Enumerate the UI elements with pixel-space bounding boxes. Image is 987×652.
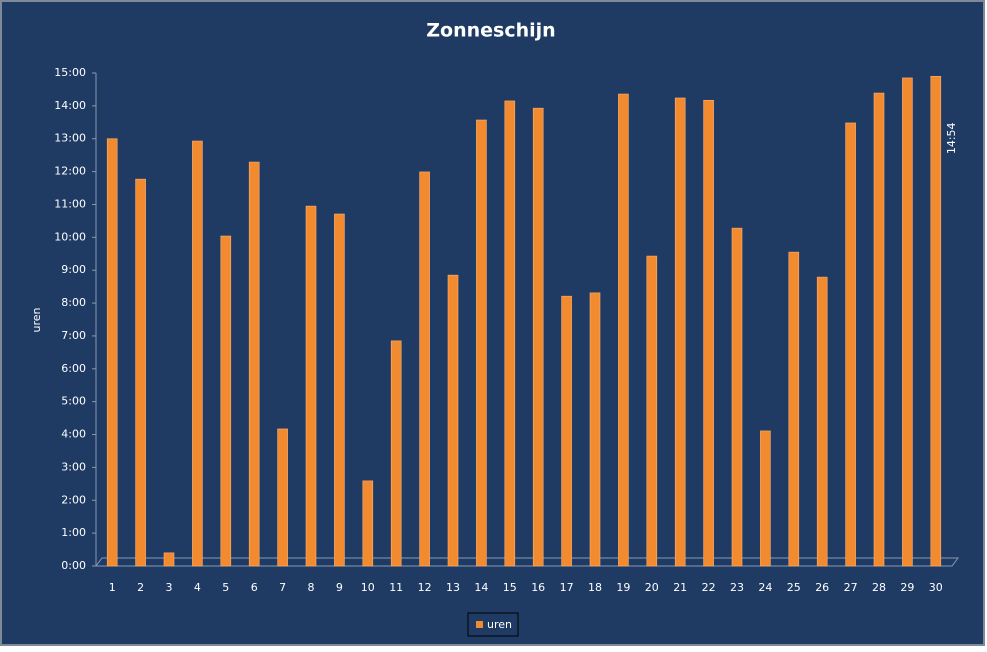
bar [902, 77, 913, 567]
bar [930, 75, 942, 567]
x-tick-label: 25 [787, 581, 801, 594]
x-tick-label: 26 [815, 581, 829, 594]
legend-label: uren [487, 618, 512, 631]
y-tick-label: 12:00 [54, 165, 86, 178]
x-tick-label: 2 [137, 581, 144, 594]
x-tick-label: 6 [251, 581, 258, 594]
x-tick-label: 7 [279, 581, 286, 594]
legend-box [467, 612, 519, 637]
bar [447, 274, 459, 567]
bar [362, 480, 374, 567]
x-tick-label: 15 [503, 581, 517, 594]
x-tick-label: 3 [166, 581, 173, 594]
y-tick-label: 5:00 [61, 395, 86, 408]
x-tick-label: 21 [673, 581, 687, 594]
x-tick-label: 4 [194, 581, 201, 594]
x-tick-label: 13 [446, 581, 460, 594]
bar [760, 430, 771, 567]
x-tick-label: 8 [308, 581, 315, 594]
bar [305, 205, 317, 567]
x-tick-label: 1 [109, 581, 116, 594]
bar [674, 97, 686, 567]
bar [589, 292, 601, 567]
y-tick-label: 13:00 [54, 132, 86, 145]
x-tick-label: 22 [702, 581, 716, 594]
bar [532, 107, 544, 567]
y-tick-label: 2:00 [61, 493, 86, 506]
floor [95, 557, 959, 567]
x-tick-label: 20 [645, 581, 659, 594]
data-label: 14:54 [945, 122, 958, 154]
bar [731, 227, 743, 567]
bar [277, 428, 288, 567]
y-tick-label: 0:00 [61, 559, 86, 572]
bar [618, 93, 629, 567]
bar [163, 552, 175, 567]
y-tick-label: 3:00 [61, 460, 86, 473]
x-tick-label: 27 [844, 581, 858, 594]
x-tick-label: 14 [474, 581, 488, 594]
x-tick-label: 18 [588, 581, 602, 594]
bar [504, 100, 516, 567]
bar [816, 276, 828, 567]
y-tick-label: 7:00 [61, 329, 86, 342]
x-tick-label: 30 [929, 581, 943, 594]
bar [419, 171, 430, 567]
x-tick-label: 17 [560, 581, 574, 594]
x-tick-label: 5 [222, 581, 229, 594]
y-tick-label: 4:00 [61, 428, 86, 441]
bar [248, 161, 260, 567]
y-tick-label: 8:00 [61, 296, 86, 309]
bar [476, 119, 487, 567]
y-tick-label: 9:00 [61, 263, 86, 276]
bar [192, 140, 203, 567]
y-tick-label: 1:00 [61, 526, 86, 539]
bar [390, 340, 402, 567]
bar [220, 235, 232, 567]
chart-title: Zonneschijn [426, 20, 555, 42]
y-tick-label: 15:00 [54, 66, 86, 79]
bar [135, 178, 146, 567]
bar [788, 251, 800, 567]
y-axis-label: uren [30, 307, 43, 332]
x-tick-label: 16 [531, 581, 545, 594]
x-tick-label: 29 [900, 581, 914, 594]
bar [873, 92, 885, 567]
x-tick-label: 19 [616, 581, 630, 594]
y-tick-label: 6:00 [61, 362, 86, 375]
bar [561, 295, 572, 567]
bar [334, 213, 345, 567]
x-tick-label: 28 [872, 581, 886, 594]
x-tick-label: 10 [361, 581, 375, 594]
bar [845, 122, 856, 567]
x-tick-label: 24 [758, 581, 772, 594]
legend-swatch [476, 621, 483, 628]
y-tick-label: 11:00 [54, 197, 86, 210]
x-tick-label: 11 [389, 581, 403, 594]
x-tick-label: 12 [418, 581, 432, 594]
bar [646, 255, 658, 567]
bar [703, 99, 714, 567]
y-tick-label: 14:00 [54, 99, 86, 112]
bar [106, 138, 118, 567]
x-tick-label: 23 [730, 581, 744, 594]
y-tick-label: 10:00 [54, 230, 86, 243]
x-tick-label: 9 [336, 581, 343, 594]
